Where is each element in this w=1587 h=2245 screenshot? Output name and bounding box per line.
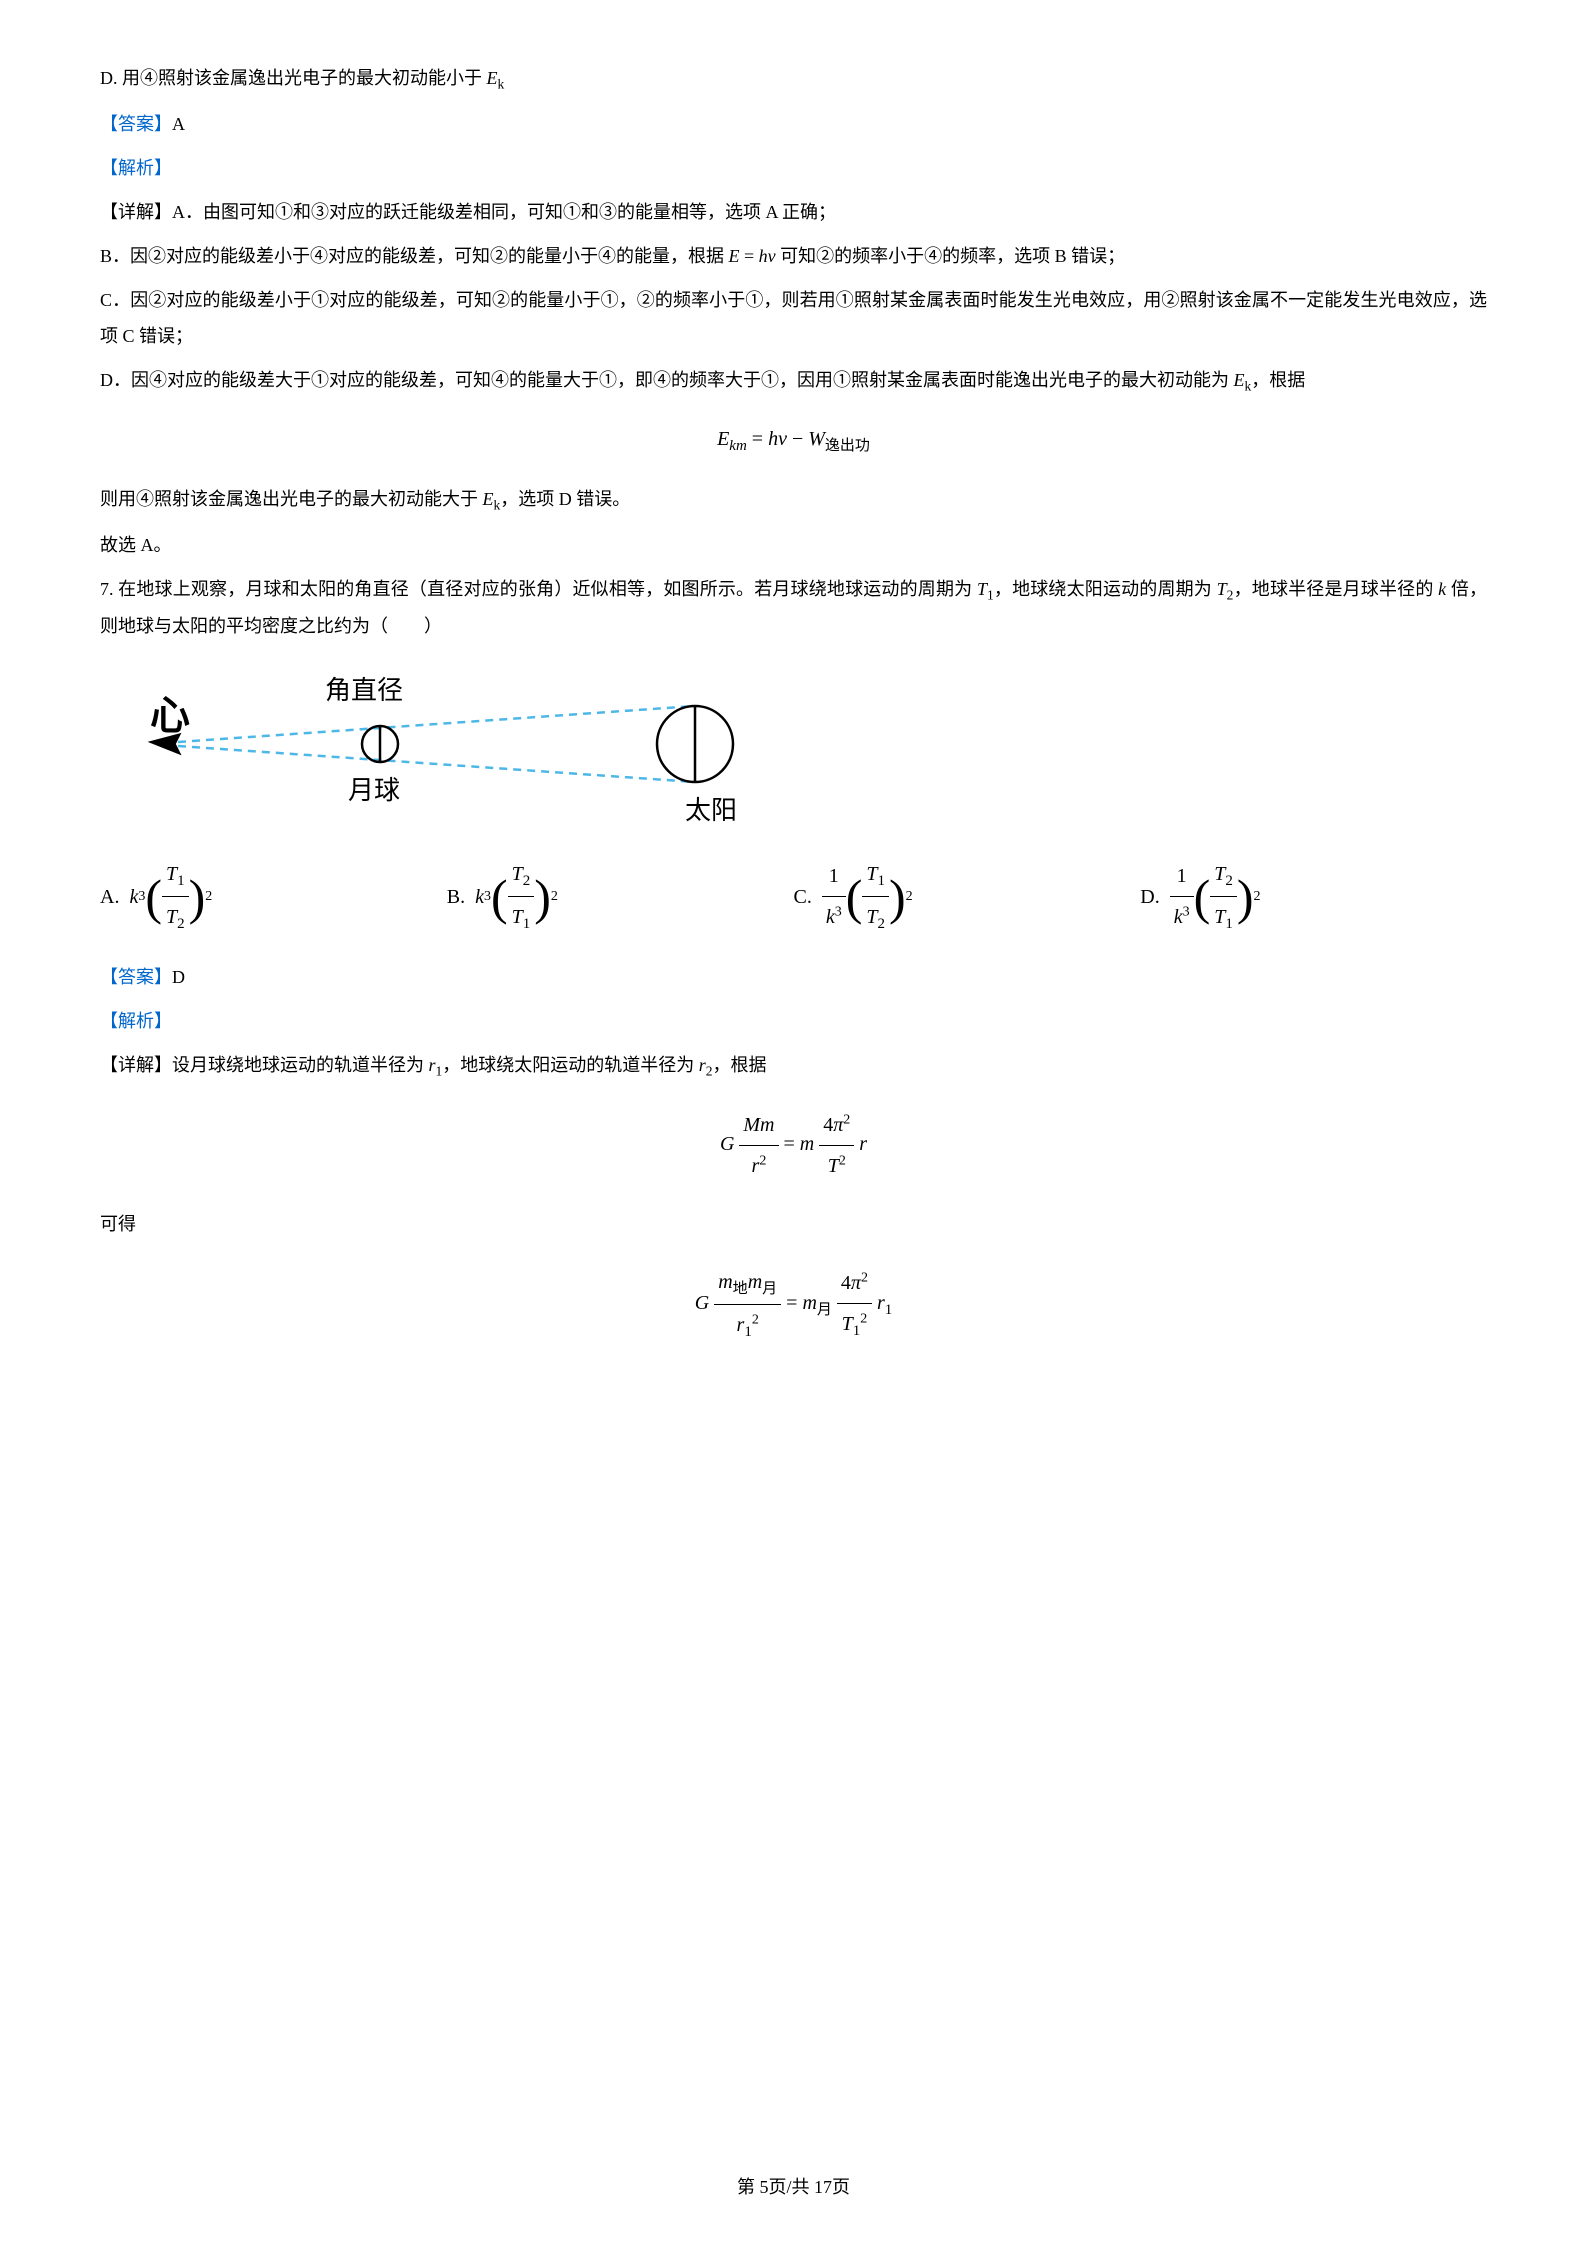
q6-detail-d-p1: D．因④对应的能级差大于①对应的能级差，可知④的能量大于①，即④的频率大于①，因…: [100, 362, 1487, 400]
svg-text:心: 心: [150, 693, 190, 738]
q6-detail-a: 【详解】A．由图可知①和③对应的跃迁能级差相同，可知①和③的能量相等，选项 A …: [100, 194, 1487, 230]
q6-answer: 【答案】A: [100, 106, 1487, 142]
q7-option-d: D. 1 k3 ( T2 T1 )2: [1140, 854, 1487, 939]
svg-text:角直径: 角直径: [325, 676, 403, 705]
q6-detail-c: C．因②对应的能级差小于①对应的能级差，可知②的能量小于①，②的频率小于①，则若…: [100, 282, 1487, 354]
q7-stem: 7. 在地球上观察，月球和太阳的角直径（直径对应的张角）近似相等，如图所示。若月…: [100, 571, 1487, 645]
svg-text:太阳: 太阳: [685, 796, 737, 824]
answer-label: 【答案】: [100, 114, 172, 134]
q7-detail-intro: 【详解】设月球绕地球运动的轨道半径为 r1，地球绕太阳运动的轨道半径为 r2，根…: [100, 1047, 1487, 1085]
svg-text:月球: 月球: [348, 776, 400, 805]
q6-analysis-label: 【解析】: [100, 150, 1487, 186]
q7-analysis-label: 【解析】: [100, 1003, 1487, 1039]
q7-options: A. k3 ( T1 T2 )2 B. k3 ( T2 T1 )2 C. 1 k…: [100, 854, 1487, 939]
q7-formula-2: G Mm r2 = m 4π2 T2 r: [100, 1105, 1487, 1186]
q7-option-a: A. k3 ( T1 T2 )2: [100, 854, 447, 939]
q7-detail-mid: 可得: [100, 1206, 1487, 1242]
q7-formula-3: G m地m月 r12 = m月 4π2 T12 r1: [100, 1262, 1487, 1347]
page-footer: 第 5页/共 17页: [0, 2169, 1587, 2205]
q6-option-d: D. 用④照射该金属逸出光电子的最大初动能小于 Ek: [100, 60, 1487, 98]
q7-diagram: 心 角直径 月球 太阳: [130, 664, 830, 824]
q7-option-b: B. k3 ( T2 T1 )2: [447, 854, 794, 939]
q7-option-c: C. 1 k3 ( T1 T2 )2: [794, 854, 1141, 939]
answer-value: A: [172, 114, 185, 134]
q6-detail-d-p2: 则用④照射该金属逸出光电子的最大初动能大于 Ek，选项 D 错误。: [100, 481, 1487, 519]
q6-detail-b: B．因②对应的能级差小于④对应的能级差，可知②的能量小于④的能量，根据 E = …: [100, 238, 1487, 274]
q7-answer: 【答案】D: [100, 959, 1487, 995]
q6-conclusion: 故选 A。: [100, 527, 1487, 563]
q6-formula: Ekm = hν − W逸出功: [100, 419, 1487, 461]
